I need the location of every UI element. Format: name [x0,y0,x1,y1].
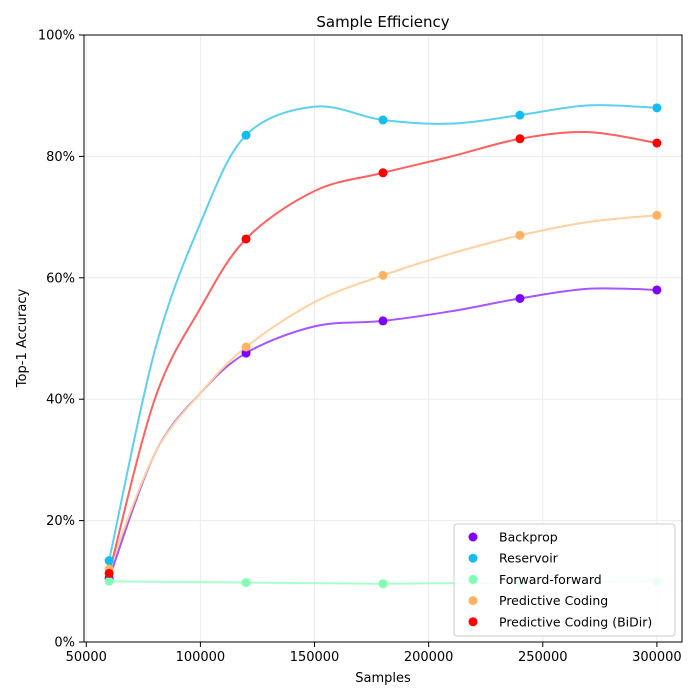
data-point [241,130,251,140]
data-point [515,134,525,144]
legend-label: Predictive Coding (BiDir) [499,614,652,629]
legend-label: Reservoir [499,551,559,566]
x-axis-title: Samples [355,671,411,686]
legend-marker [468,596,478,606]
legend-box [453,523,676,637]
series-points [104,103,662,589]
legend-label: Predictive Coding [499,593,608,608]
data-point [378,579,388,589]
series-curve [108,104,657,561]
data-point [241,234,251,244]
y-tick-label: 80% [46,150,75,165]
data-point [104,576,114,586]
data-point [652,285,662,295]
x-tick-label: 250000 [518,650,568,665]
x-tick-label: 300000 [632,650,682,665]
x-axis: 50000 100000 150000 200000 250000 300000 [66,642,682,665]
y-tick-label: 100% [38,29,75,44]
x-tick-label: 200000 [404,650,454,665]
legend: Backprop Reservoir Forward-forward Predicti… [453,523,676,637]
data-point [378,168,388,178]
data-point [515,110,525,120]
series-curve [108,214,657,570]
legend-label: Backprop [499,530,558,545]
data-point [652,138,662,148]
x-tick-label: 50000 [66,650,107,665]
chart-title: Sample Efficiency [316,13,449,31]
y-axis: 0% 20% 40% 60% 80% 100% [38,29,84,651]
data-point [104,568,114,578]
data-point [241,578,251,588]
data-point [378,270,388,280]
legend-marker [468,532,478,542]
plot-frame [83,34,683,643]
data-point [515,230,525,240]
legend-marker [468,574,478,584]
y-tick-label: 40% [46,393,75,408]
data-point [378,316,388,326]
x-tick-label: 100000 [176,650,226,665]
series-curve [108,131,658,574]
legend-marker [468,553,478,563]
data-point [378,115,388,125]
y-tick-label: 0% [54,636,75,651]
legend-marker [468,617,478,627]
x-tick-label: 150000 [290,650,340,665]
y-tick-label: 20% [46,514,75,529]
legend-label: Forward-forward [499,572,602,587]
data-point [241,342,251,352]
y-tick-label: 60% [46,271,75,286]
y-axis-title: Top-1 Accuracy [15,289,30,389]
data-point [652,210,662,220]
data-point [515,293,525,303]
data-point [104,556,114,566]
data-point [652,103,662,113]
